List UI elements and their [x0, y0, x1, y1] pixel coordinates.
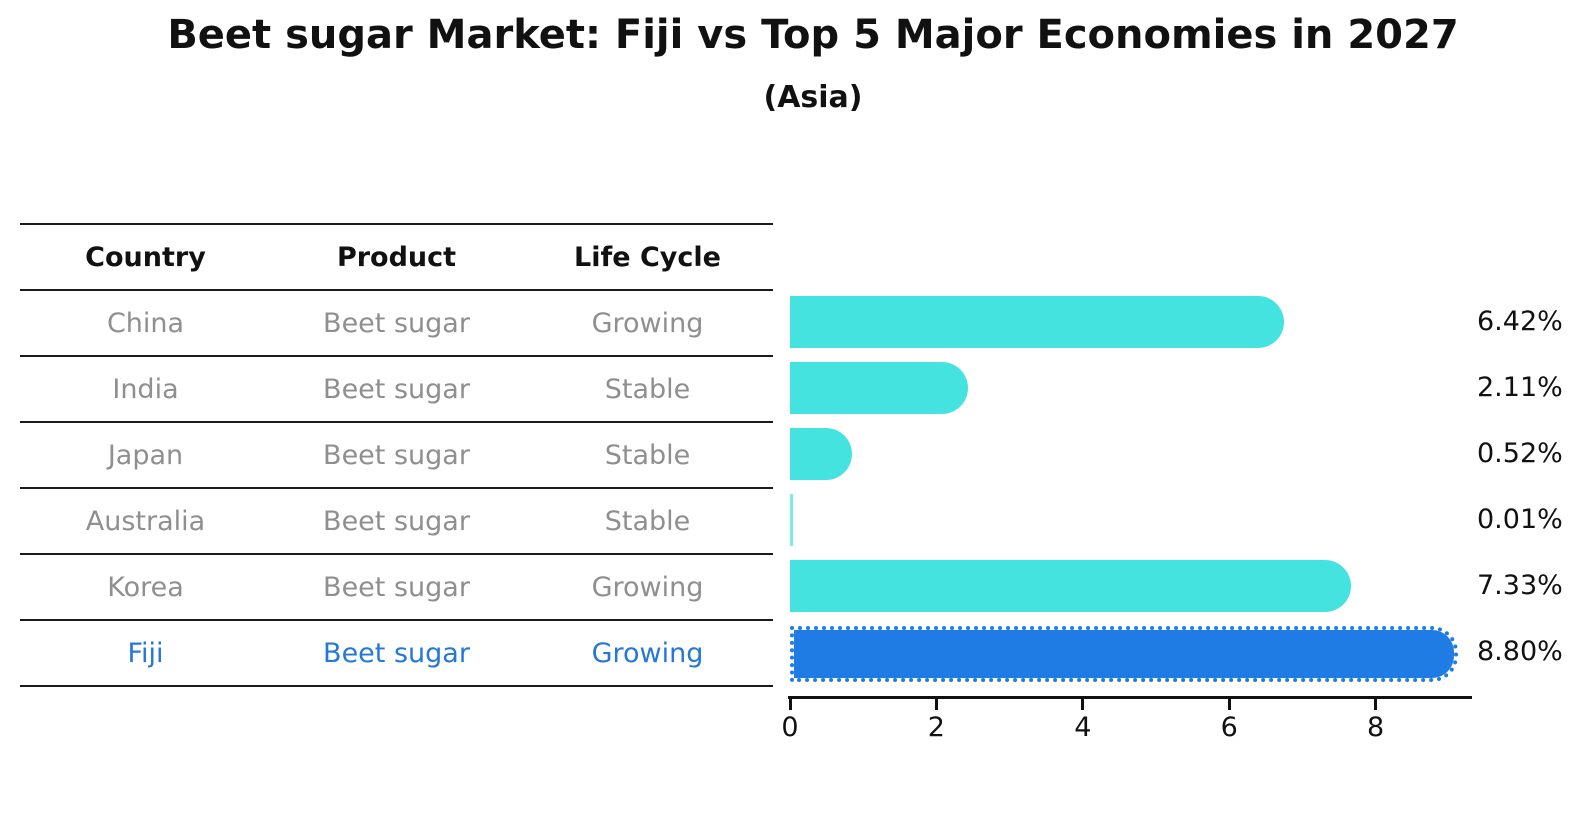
chart-title: Beet sugar Market: Fiji vs Top 5 Major E… [167, 12, 1459, 58]
value-label-korea: 7.33% [1477, 570, 1563, 601]
cell-product: Beet sugar [323, 439, 470, 471]
cell-lifecycle: Stable [604, 439, 691, 471]
x-tick-8 [1374, 699, 1378, 710]
value-label-japan: 0.52% [1477, 438, 1563, 469]
cell-lifecycle: Growing [591, 637, 704, 669]
x-tick-label-8: 8 [1367, 712, 1385, 743]
bar-australia [790, 494, 793, 546]
table-row: Fiji Beet sugar Growing [20, 621, 773, 687]
cell-product: Beet sugar [323, 373, 470, 405]
country-table: Country Product Life Cycle China Beet sugar G… [20, 223, 773, 687]
cell-country: India [112, 373, 179, 405]
value-label-china: 6.42% [1477, 306, 1563, 337]
cell-product: Beet sugar [323, 571, 470, 603]
bar-japan [790, 428, 852, 480]
cell-product: Beet sugar [323, 637, 470, 669]
cell-lifecycle: Growing [591, 307, 704, 339]
cell-country: China [106, 307, 185, 339]
table-row: Korea Beet sugar Growing [20, 555, 773, 621]
col-header-product: Product [336, 241, 457, 273]
value-label-india: 2.11% [1477, 372, 1563, 403]
table-row: India Beet sugar Stable [20, 357, 773, 423]
x-tick-label-0: 0 [781, 712, 799, 743]
cell-product: Beet sugar [323, 307, 470, 339]
cell-country: Korea [107, 571, 184, 603]
col-header-country: Country [85, 241, 206, 273]
cell-country: Australia [85, 505, 206, 537]
x-tick-0 [788, 699, 792, 710]
cell-lifecycle: Growing [591, 571, 704, 603]
chart-subtitle: (Asia) [763, 80, 863, 115]
x-tick-4 [1081, 699, 1085, 710]
x-tick-label-6: 6 [1220, 712, 1238, 743]
bar-fiji [790, 626, 1458, 682]
x-tick-6 [1227, 699, 1231, 710]
col-header-lifecycle: Life Cycle [574, 241, 721, 273]
cell-lifecycle: Stable [604, 505, 691, 537]
table-row: Japan Beet sugar Stable [20, 423, 773, 489]
x-tick-label-2: 2 [927, 712, 945, 743]
cell-lifecycle: Stable [604, 373, 691, 405]
cell-country: Fiji [127, 637, 164, 669]
bar-india [790, 362, 968, 414]
cell-country: Japan [107, 439, 184, 471]
bar-china [790, 296, 1284, 348]
cell-product: Beet sugar [323, 505, 470, 537]
x-tick-2 [934, 699, 938, 710]
table-row: Australia Beet sugar Stable [20, 489, 773, 555]
value-label-australia: 0.01% [1477, 504, 1563, 535]
x-axis-line [788, 696, 1472, 699]
table-row: China Beet sugar Growing [20, 291, 773, 357]
x-tick-label-4: 4 [1074, 712, 1092, 743]
bar-korea [790, 560, 1351, 612]
table-header-row: Country Product Life Cycle [20, 225, 773, 291]
value-label-fiji: 8.80% [1477, 636, 1563, 667]
